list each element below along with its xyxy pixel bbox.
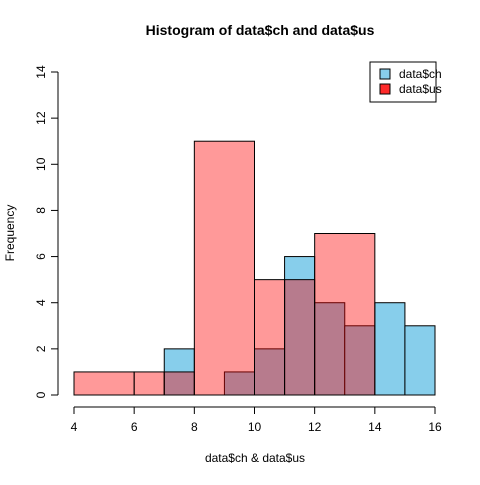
x-tick-label: 14 [368, 420, 382, 434]
chart-title: Histogram of data$ch and data$us [146, 22, 375, 38]
x-tick-label: 10 [248, 420, 262, 434]
bar-us-4 [254, 279, 286, 396]
bar-us-5 [284, 279, 316, 396]
series-us [73, 140, 376, 396]
x-tick-label: 16 [428, 420, 442, 434]
y-tick-label: 8 [34, 207, 48, 214]
axes: 4 6 8 10 12 14 16 0 2 4 6 8 10 12 14 [34, 65, 442, 434]
x-tick-label: 12 [308, 420, 322, 434]
y-tick-label: 2 [34, 345, 48, 352]
legend-label: data$us [399, 82, 442, 96]
bar-us-2 [163, 371, 195, 396]
bar-us-6 [314, 233, 376, 396]
legend-swatch [379, 68, 391, 80]
legend-swatch [379, 83, 391, 95]
bar-ch-3 [254, 348, 286, 396]
legend-label: data$ch [399, 67, 442, 81]
bar-us-3 [193, 140, 255, 396]
y-tick-label: 10 [34, 157, 48, 171]
x-tick-label: 4 [71, 420, 78, 434]
bar-ch-8 [404, 325, 436, 396]
y-tick-label: 0 [34, 391, 48, 398]
plot-area [73, 140, 436, 396]
x-tick-label: 8 [191, 420, 198, 434]
y-axis-label: Frequency [3, 205, 17, 262]
y-tick-label: 14 [34, 65, 48, 79]
bar-us-0 [73, 371, 135, 396]
y-tick-label: 12 [34, 111, 48, 125]
x-tick-label: 6 [131, 420, 138, 434]
bar-ch-7 [374, 302, 406, 396]
bar-us-1 [133, 371, 165, 396]
x-axis-label: data$ch & data$us [205, 451, 305, 465]
y-tick-label: 6 [34, 253, 48, 260]
y-tick-label: 4 [34, 299, 48, 306]
